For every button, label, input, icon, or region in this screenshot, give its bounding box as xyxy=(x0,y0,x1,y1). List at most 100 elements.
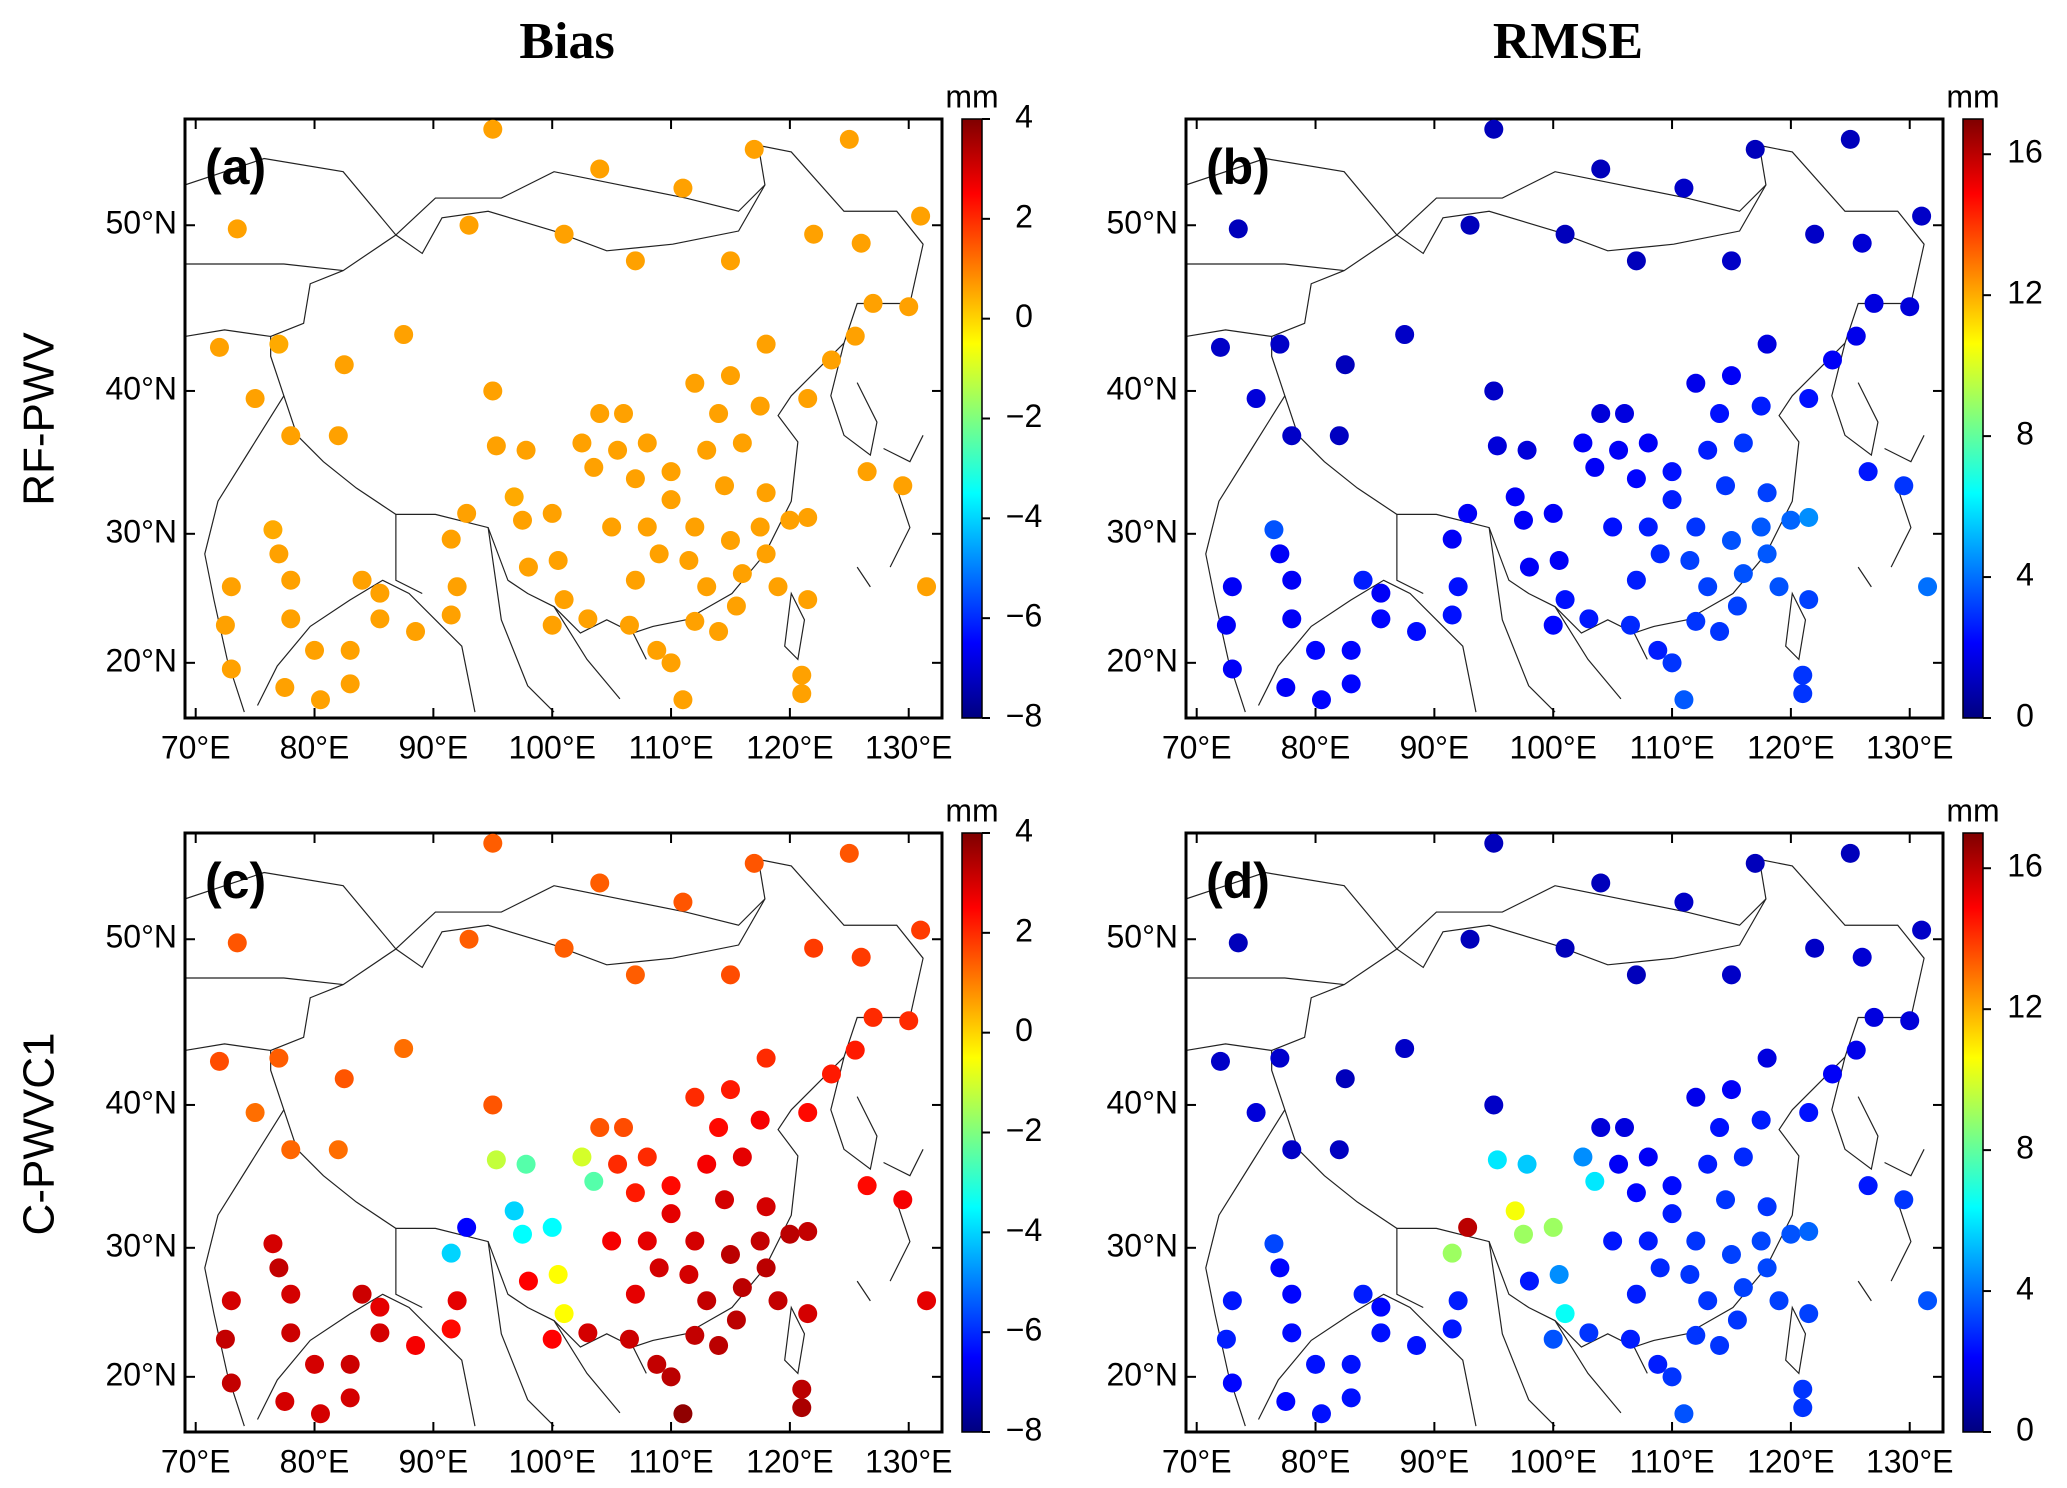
station-dot xyxy=(542,1217,562,1237)
station-dot xyxy=(1721,965,1741,985)
station-dot xyxy=(1680,550,1700,570)
station-dot xyxy=(1710,1336,1730,1356)
x-tick-label: 90°E xyxy=(1400,729,1470,765)
station-dot xyxy=(726,1310,746,1330)
colorbar-tick-label: 0 xyxy=(1015,298,1033,334)
station-dot xyxy=(1680,1264,1700,1284)
station-dot xyxy=(709,1118,729,1138)
station-dot xyxy=(1484,1095,1504,1115)
station-dot xyxy=(1650,1258,1670,1278)
panel-label: (d) xyxy=(1206,853,1270,909)
station-dot xyxy=(1733,433,1753,453)
station-dot xyxy=(1674,892,1694,912)
station-dot xyxy=(441,529,461,549)
station-dot xyxy=(447,1291,467,1311)
station-dot xyxy=(1650,544,1670,564)
station-dot xyxy=(281,1323,301,1343)
station-dot xyxy=(792,684,812,704)
station-dot xyxy=(821,1064,841,1084)
station-dot xyxy=(1858,462,1878,482)
station-dot xyxy=(697,577,717,597)
station-dot xyxy=(1662,653,1682,673)
station-dot xyxy=(857,462,877,482)
station-dot xyxy=(732,1278,752,1298)
station-dot xyxy=(1733,564,1753,584)
x-tick-label: 100°E xyxy=(508,1443,596,1479)
station-dot xyxy=(1603,517,1623,537)
station-dot xyxy=(370,1323,390,1343)
station-dot xyxy=(1371,1323,1391,1343)
station-dot xyxy=(679,1264,699,1284)
station-dot xyxy=(1799,1103,1819,1123)
station-dot xyxy=(673,1404,693,1424)
station-dot xyxy=(542,503,562,523)
station-dot xyxy=(1793,684,1813,704)
station-dot xyxy=(756,483,776,503)
station-dot xyxy=(221,1291,241,1311)
station-dot xyxy=(269,1258,289,1278)
station-dot xyxy=(685,611,705,631)
station-dot xyxy=(1799,590,1819,610)
colorbar-tick-label: −4 xyxy=(1006,498,1042,534)
station-dot xyxy=(590,404,610,424)
station-dot xyxy=(572,433,592,453)
station-dot xyxy=(394,325,414,345)
station-dot xyxy=(1487,436,1507,456)
station-dot xyxy=(1620,1329,1640,1349)
station-dot xyxy=(1210,337,1230,357)
y-tick-label: 20°N xyxy=(1107,642,1179,678)
colorbar-label: mm xyxy=(945,792,998,828)
station-dot xyxy=(1442,529,1462,549)
station-dot xyxy=(1733,1278,1753,1298)
station-dot xyxy=(647,1354,667,1374)
station-dot xyxy=(578,609,598,629)
station-dot xyxy=(1769,1291,1789,1311)
x-tick-label: 80°E xyxy=(1281,729,1351,765)
colorbar-tick-label: 16 xyxy=(2007,134,2043,170)
station-dot xyxy=(406,1336,426,1356)
station-dot xyxy=(554,224,574,244)
map-background xyxy=(1186,119,1943,718)
station-dot xyxy=(1442,605,1462,625)
y-tick-label: 50°N xyxy=(106,205,178,241)
station-dot xyxy=(1793,1398,1813,1418)
station-dot xyxy=(1751,517,1771,537)
station-dot xyxy=(1484,833,1504,853)
station-dot xyxy=(1371,609,1391,629)
station-dot xyxy=(661,462,681,482)
station-dot xyxy=(578,1323,598,1343)
station-dot xyxy=(625,965,645,985)
map-panel: 70°E 80°E 90°E 100°E 110°E 120°E 130°E 20°N 30°N… xyxy=(106,792,1043,1479)
station-dot xyxy=(1757,1048,1777,1068)
station-dot xyxy=(798,1103,818,1123)
station-dot xyxy=(709,404,729,424)
station-dot xyxy=(744,139,764,159)
station-dot xyxy=(1573,1147,1593,1167)
station-dot xyxy=(1710,1118,1730,1138)
station-dot xyxy=(1341,640,1361,660)
station-dot xyxy=(720,1245,740,1265)
station-dot xyxy=(798,389,818,409)
station-dot xyxy=(839,843,859,863)
station-dot xyxy=(1311,1404,1331,1424)
station-dot xyxy=(720,965,740,985)
station-dot xyxy=(798,590,818,610)
colorbar-tick-label: 2 xyxy=(1015,198,1033,234)
station-dot xyxy=(370,609,390,629)
station-dot xyxy=(911,206,931,226)
station-dot xyxy=(441,1319,461,1339)
colorbar xyxy=(961,832,983,1433)
station-dot xyxy=(1710,404,1730,424)
station-dot xyxy=(504,1201,524,1221)
station-dot xyxy=(554,1304,574,1324)
x-tick-label: 130°E xyxy=(1866,1443,1954,1479)
station-dot xyxy=(1591,159,1611,179)
station-dot xyxy=(305,1354,325,1374)
station-dot xyxy=(1615,404,1635,424)
station-dot xyxy=(1543,615,1563,635)
x-tick-label: 80°E xyxy=(280,1443,350,1479)
station-dot xyxy=(1603,1231,1623,1251)
station-dot xyxy=(263,1234,283,1254)
station-dot xyxy=(504,487,524,507)
station-dot xyxy=(1335,355,1355,375)
